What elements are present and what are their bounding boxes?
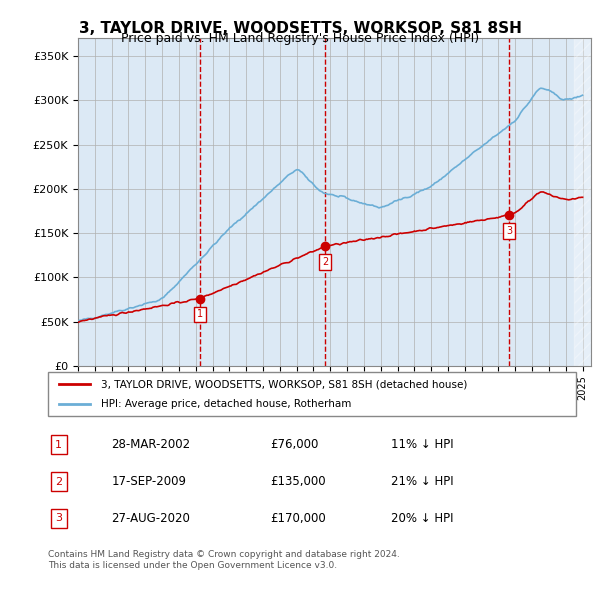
FancyBboxPatch shape <box>48 372 576 416</box>
Text: 3: 3 <box>506 227 512 236</box>
Text: 3: 3 <box>55 513 62 523</box>
Text: 17-SEP-2009: 17-SEP-2009 <box>112 475 187 488</box>
Text: 2: 2 <box>322 257 329 267</box>
Bar <box>574 38 591 366</box>
Text: 2: 2 <box>55 477 62 487</box>
Text: 3, TAYLOR DRIVE, WOODSETTS, WORKSOP, S81 8SH (detached house): 3, TAYLOR DRIVE, WOODSETTS, WORKSOP, S81… <box>101 379 467 389</box>
Text: 11% ↓ HPI: 11% ↓ HPI <box>391 438 454 451</box>
Text: 21% ↓ HPI: 21% ↓ HPI <box>391 475 454 488</box>
Text: Price paid vs. HM Land Registry's House Price Index (HPI): Price paid vs. HM Land Registry's House … <box>121 32 479 45</box>
Text: 20% ↓ HPI: 20% ↓ HPI <box>391 512 454 525</box>
Text: 3, TAYLOR DRIVE, WOODSETTS, WORKSOP, S81 8SH: 3, TAYLOR DRIVE, WOODSETTS, WORKSOP, S81… <box>79 21 521 35</box>
Text: £135,000: £135,000 <box>270 475 325 488</box>
Text: 28-MAR-2002: 28-MAR-2002 <box>112 438 190 451</box>
Text: 27-AUG-2020: 27-AUG-2020 <box>112 512 190 525</box>
Text: £76,000: £76,000 <box>270 438 318 451</box>
Text: Contains HM Land Registry data © Crown copyright and database right 2024.: Contains HM Land Registry data © Crown c… <box>48 550 400 559</box>
Text: 1: 1 <box>197 310 203 319</box>
Text: 1: 1 <box>55 440 62 450</box>
Text: This data is licensed under the Open Government Licence v3.0.: This data is licensed under the Open Gov… <box>48 560 337 569</box>
Text: HPI: Average price, detached house, Rotherham: HPI: Average price, detached house, Roth… <box>101 399 351 408</box>
Text: £170,000: £170,000 <box>270 512 326 525</box>
